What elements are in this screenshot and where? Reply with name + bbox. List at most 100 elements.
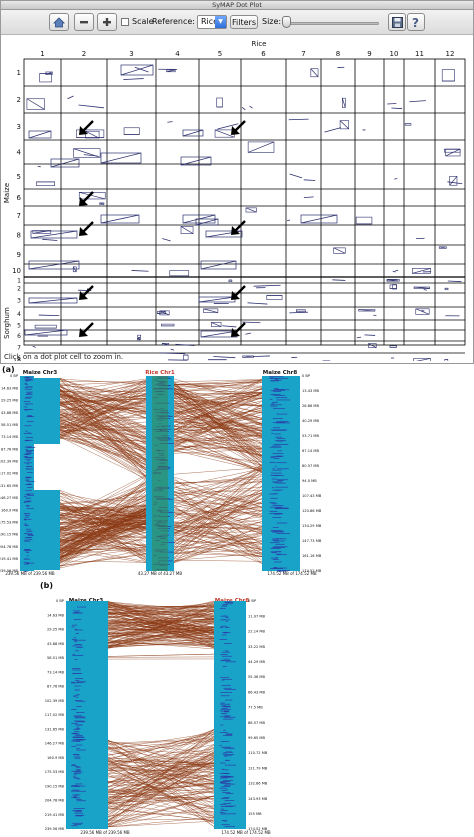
- chromosome-maize-chr3-a-band: [26, 386, 33, 388]
- chromosome-maize-chr3-b-band: [74, 680, 80, 682]
- chromosome-maize-chr3-a-band: [25, 458, 32, 460]
- filters-button[interactable]: Filters: [230, 15, 258, 29]
- chromosome-maize-chr3-b-band: [76, 749, 87, 751]
- chromosome-maize-chr8-a-band: [276, 554, 287, 556]
- zoom-out-button[interactable]: [74, 13, 94, 31]
- chromosome-maize-chr8-b-band: [220, 724, 224, 726]
- reference-select[interactable]: Rice ▼: [197, 15, 227, 29]
- status-text: Click on a dot plot cell to zoom in.: [4, 353, 124, 361]
- synteny-segment: [252, 355, 270, 357]
- chromosome-maize-chr3-a-band: [23, 406, 28, 408]
- dot-plot-grid[interactable]: [23, 58, 466, 346]
- synteny-block: [205, 230, 243, 238]
- synteny-diagonal: [28, 260, 80, 270]
- tick-label: 0 BP: [10, 374, 19, 378]
- chromosome-maize-chr8-a-band: [272, 422, 286, 423]
- chromosome-maize-chr8-b-band: [226, 751, 232, 753]
- arrow-head: [231, 226, 240, 235]
- size-slider-track[interactable]: [283, 22, 379, 25]
- chromosome-maize-chr3-a-band: [27, 432, 31, 434]
- chromosome-maize-chr3-a-band: [27, 447, 36, 448]
- chromosome-maize-chr8-a-band: [274, 465, 277, 467]
- chromosome-maize-chr8-a-band: [270, 530, 284, 532]
- synteny-diagonal: [211, 322, 222, 327]
- synteny-block: [100, 152, 142, 164]
- tick-label: 161.16 MB: [302, 554, 322, 558]
- panel-b-right-bottom: 174.52 MB of 174.52 MB: [221, 830, 271, 835]
- chromosome-maize-chr3-b-band: [76, 741, 81, 742]
- chromosome-maize-chr8-a-band: [272, 453, 284, 454]
- chromosome-maize-chr8-a-band: [269, 493, 276, 495]
- help-button[interactable]: ?: [407, 13, 425, 31]
- chromosome-maize-chr8-a-band: [271, 530, 282, 531]
- synteny-block: [30, 230, 78, 239]
- y-chromosome-label: 5: [17, 323, 21, 330]
- zoom-in-button[interactable]: [97, 13, 117, 31]
- chromosome-maize-chr3-b-band: [74, 685, 81, 687]
- chromosome-maize-chr8-b-band: [224, 689, 237, 690]
- chromosome-maize-chr8-b-band: [222, 665, 227, 667]
- chromosome-maize-chr8-b-band: [222, 781, 231, 782]
- tick-label: 0 BP: [302, 374, 311, 378]
- chromosome-maize-chr3-b-band: [74, 717, 86, 719]
- chromosome-maize-chr3-b-band: [75, 815, 83, 817]
- synteny-diagonal: [100, 152, 142, 164]
- tick-label: 204.78 MB: [45, 799, 65, 803]
- home-button[interactable]: [49, 13, 69, 31]
- synteny-segment: [364, 334, 376, 336]
- chromosome-maize-chr8-b-band: [225, 793, 234, 794]
- chromosome-maize-chr8-a-band: [277, 450, 282, 452]
- chromosome-maize-chr3-a-band: [23, 409, 32, 410]
- chromosome-maize-chr8-b-band: [225, 601, 232, 603]
- link-line: [171, 521, 263, 544]
- link-line: [107, 743, 215, 820]
- y-chromosome-label: 5: [17, 173, 21, 181]
- save-button[interactable]: [388, 13, 406, 31]
- chromosome-maize-chr3-a-band: [23, 462, 29, 464]
- synteny-segment: [324, 127, 341, 133]
- chromosome-maize-chr8-a-band: [273, 567, 288, 569]
- synteny-diagonal: [368, 343, 377, 348]
- scale-checkbox[interactable]: [121, 18, 129, 26]
- chromosome-maize-chr8-b-band: [219, 781, 228, 783]
- tick-label: 29.25 MB: [1, 399, 19, 403]
- tick-label: 134.29 MB: [302, 524, 322, 528]
- tick-label: 146.27 MB: [45, 742, 65, 746]
- dot-plot[interactable]: Rice 1 2 3 4 5 6 7 8 9 10 11 12 1234567891012345678…: [1, 35, 473, 361]
- chromosome-maize-chr3-b-band: [75, 785, 86, 787]
- x-chromosome-label: 11: [415, 50, 424, 58]
- tick-label: 120.86 MB: [302, 509, 322, 513]
- chromosome-maize-chr3-b-band: [73, 637, 76, 639]
- link-line: [59, 412, 149, 435]
- link-line: [59, 511, 149, 553]
- symap-window: SyMAP Dot Plot Scale Reference: Rice ▼ F…: [0, 0, 474, 364]
- link-line: [59, 398, 149, 426]
- chromosome-maize-chr3-a-band: [26, 481, 35, 482]
- chromosome-maize-chr8-b-band: [220, 709, 232, 711]
- chromosome-maize-chr8-a-band: [274, 486, 289, 488]
- chromosome-maize-chr8-b-band: [220, 775, 232, 777]
- synteny-segment: [391, 107, 403, 110]
- chromosome-maize-chr8-a-band: [275, 455, 284, 457]
- link-line: [107, 612, 215, 616]
- link-line: [171, 433, 263, 473]
- chromosome-maize-chr8-b-band: [224, 716, 230, 718]
- reference-value: Rice: [201, 17, 219, 26]
- link-line: [59, 553, 149, 566]
- synteny-diagonal: [28, 130, 52, 139]
- chromosome-maize-chr8-a-band: [276, 421, 289, 422]
- link-line: [59, 401, 149, 461]
- tick-label: 131.65 MB: [0, 484, 19, 488]
- size-slider-knob[interactable]: [282, 16, 291, 28]
- link-line: [171, 403, 263, 407]
- chromosome-maize-chr8-b-band: [220, 716, 224, 718]
- chromosome-maize-chr3-b-band: [76, 726, 80, 728]
- chromosome-maize-chr3-b-band: [76, 682, 84, 683]
- chromosome-maize-chr8-a-band: [269, 378, 276, 379]
- chromosome-maize-chr8-a-band: [275, 508, 289, 509]
- tick-label: 58.51 MB: [47, 656, 65, 660]
- chromosome-maize-chr8-b-band: [220, 703, 231, 705]
- chromosome-maize-chr8-b-band: [220, 798, 229, 799]
- chromosome-maize-chr3-a-band: [24, 533, 33, 535]
- chromosome-maize-chr3-b-band: [74, 700, 83, 701]
